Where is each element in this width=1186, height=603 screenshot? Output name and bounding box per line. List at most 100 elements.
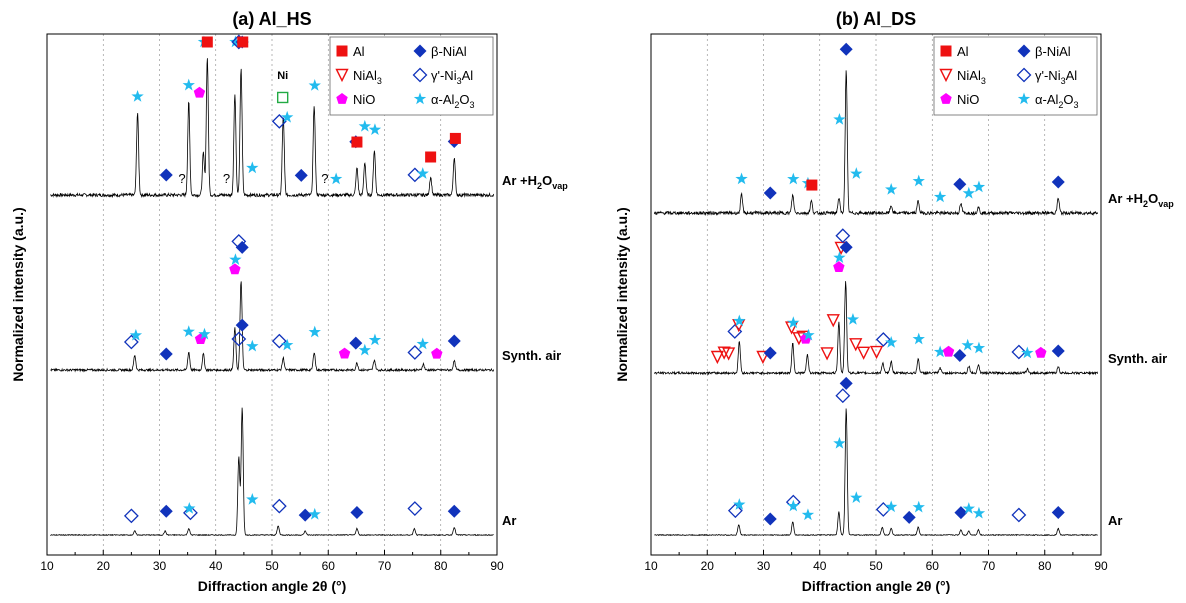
phase-marker-alumina [885,500,898,513]
legend-box [933,36,1098,116]
phase-marker-nio [942,345,955,357]
y-axis-label: Normalized intensity (a.u.) [10,207,26,381]
phase-marker-b-nial [298,508,312,522]
phase-marker-nial3 [721,347,736,361]
phase-marker-b-nial [839,240,853,254]
phase-marker-g-ni3al [407,501,423,516]
phase-marker-alumina [229,253,242,265]
x-tick-label: 20 [97,559,111,573]
x-tick-label: 90 [1094,559,1108,573]
phase-marker-alumina [733,498,746,510]
x-tick-label: 50 [265,559,279,573]
phase-marker-g-ni3al [1011,344,1027,360]
x-axis-label: Diffraction angle 2θ (°) [802,578,951,594]
xrd-trace [654,408,1098,537]
phase-marker-nial3 [717,346,731,360]
phase-marker-g-ni3al [123,508,139,524]
phase-marker-alumina [308,79,321,91]
legend-box [329,36,494,116]
phase-marker-b-nial [763,512,777,526]
phase-marker-b-nial [1051,175,1065,189]
xrd-trace [50,281,494,373]
phase-marker-alumina [961,338,974,351]
phase-marker-g-ni3al [231,331,247,347]
legend-label: Al [353,44,365,59]
phase-marker-nio [229,263,241,275]
x-tick-label: 10 [40,559,54,573]
phase-marker-alumina [962,502,975,514]
x-tick-label: 30 [757,559,771,573]
phase-marker-alumina [962,186,975,199]
phase-marker-alumina [912,500,925,513]
phase-marker-ni [276,91,289,104]
phase-marker-b-nial [294,168,308,182]
phase-marker-alumina [933,345,947,358]
x-tick-label: 80 [1038,559,1052,573]
phase-marker-alumina [912,332,925,345]
phase-marker-nio [338,347,351,359]
legend-label: α-Al2O3 [431,92,475,110]
x-tick-label: 90 [490,559,504,573]
xrd-trace [654,70,1098,217]
phase-marker-alumina [329,172,343,185]
phase-marker-alumina [833,251,846,263]
ni-label: Ni [277,70,288,82]
legend-marker-b-nial [1017,44,1031,58]
xrd-trace [654,281,1098,376]
phase-marker-alumina [229,35,242,48]
legend-marker-nial3 [939,68,953,83]
phase-marker-alumina [246,161,259,174]
legend-label: β-NiAl [431,44,467,59]
legend-marker-al [336,45,348,57]
phase-marker-al [806,179,818,191]
phase-marker-nio [833,261,845,273]
phase-marker-alumina [833,113,846,125]
legend-label: β-NiAl [1035,44,1071,59]
phase-marker-nial3 [869,345,884,360]
legend-marker-g-ni3al [412,67,428,83]
phase-marker-nial3 [756,350,770,365]
panel-title: (b) Al_DS [836,9,916,29]
phase-marker-alumina [733,314,746,327]
legend: Al β-NiAl NiAl3 γ'-Ni3Al NiO α-Al2O3 [933,36,1098,116]
legend-marker-al [940,45,952,57]
y-axis-label: Normalized intensity (a.u.) [614,207,630,381]
series-label: Ar [1108,513,1122,528]
phase-marker-g-ni3al [271,113,287,129]
legend-label: γ'-Ni3Al [431,68,473,86]
phase-marker-b-nial [839,42,853,56]
phase-marker-b-nial [954,506,968,520]
phase-marker-alumina [281,110,294,123]
phase-marker-nio [431,347,443,359]
phase-marker-g-ni3al [271,333,287,349]
unknown-peak-label: ? [321,171,328,186]
phase-marker-alumina [416,337,429,350]
phase-marker-alumina [802,328,815,341]
legend-label: NiAl3 [957,68,986,86]
legend-label: α-Al2O3 [1035,92,1079,110]
phase-marker-alumina [368,123,382,136]
phase-marker-alumina [912,174,925,187]
phase-marker-g-ni3al [183,505,198,521]
phase-marker-al [425,151,437,163]
phase-marker-alumina [885,336,898,348]
legend-marker-g-ni3al [1016,67,1032,83]
phase-marker-alumina [972,341,986,354]
phase-marker-b-nial [447,504,461,518]
phase-marker-alumina [972,180,986,193]
legend-marker-b-nial [413,44,427,58]
legend: Al β-NiAl NiAl3 γ'-Ni3Al NiO α-Al2O3 [329,36,494,116]
phase-marker-alumina [281,338,294,351]
phase-marker-alumina [368,333,382,346]
phase-marker-alumina [129,328,143,341]
legend-label: NiAl3 [353,68,382,86]
phase-marker-b-nial [839,376,853,390]
phase-marker-g-ni3al [727,324,743,339]
phase-marker-alumina [885,182,898,195]
phase-marker-b-nial [159,347,173,361]
phase-marker-alumina [933,190,947,203]
panel-title: (a) Al_HS [232,9,311,29]
phase-marker-g-ni3al [727,503,743,519]
phase-marker-alumina [198,327,211,340]
